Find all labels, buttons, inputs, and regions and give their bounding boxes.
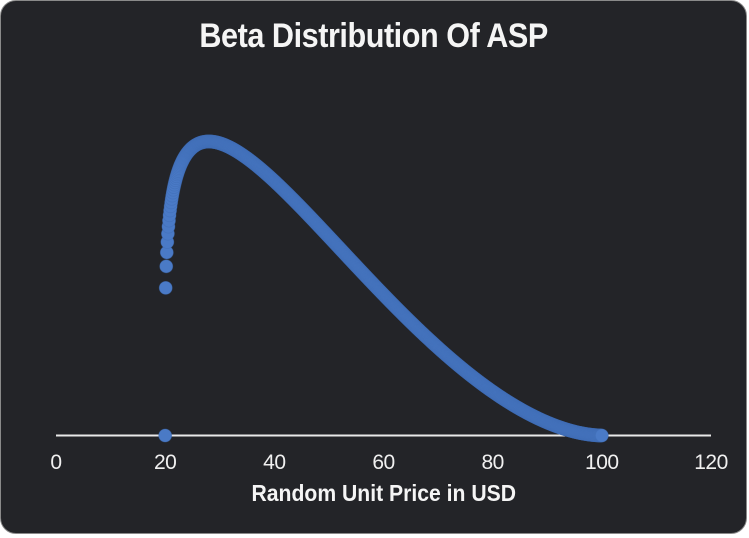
chart-title: Beta Distribution Of ASP [1, 17, 746, 56]
scatter-marker [594, 428, 609, 443]
x-tick-label: 120 [694, 451, 728, 474]
x-axis-title-text: Random Unit Price in USD [251, 480, 516, 506]
x-tick-label: 60 [372, 451, 395, 474]
scatter-marker [158, 280, 173, 295]
scatter-marker [158, 428, 173, 443]
chart-title-text: Beta Distribution Of ASP [199, 17, 548, 55]
x-axis-title: Random Unit Price in USD [1, 480, 749, 507]
beta-pdf-scatter-series [158, 134, 609, 443]
scatter-marker [159, 259, 174, 274]
x-tick-label: 0 [50, 451, 62, 474]
x-tick-label: 20 [153, 451, 177, 474]
x-tick-label: 100 [585, 451, 619, 474]
x-tick-label: 80 [481, 451, 504, 474]
x-tick-label: 40 [263, 451, 286, 474]
